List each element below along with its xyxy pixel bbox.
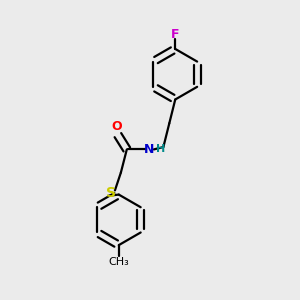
Text: F: F [171,28,179,40]
Text: N: N [144,143,154,156]
Text: CH₃: CH₃ [108,257,129,267]
Text: H: H [156,144,165,154]
Text: S: S [106,186,116,200]
Text: O: O [111,120,122,133]
